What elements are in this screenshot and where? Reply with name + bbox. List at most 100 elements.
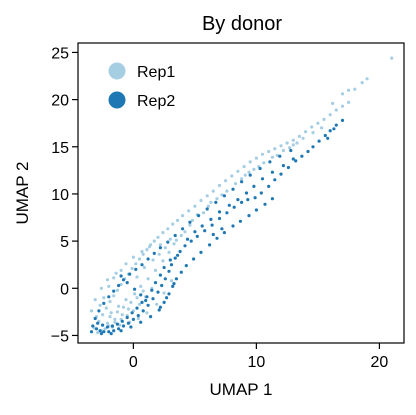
scatter-point-rep2-81 <box>192 257 196 261</box>
scatter-point-rep1-21 <box>176 218 180 222</box>
scatter-points <box>89 56 394 336</box>
scatter-point-rep1-119 <box>151 258 155 262</box>
scatter-point-rep1-111 <box>169 279 174 283</box>
scatter-point-rep2-139 <box>326 136 330 140</box>
scatter-point-rep2-86 <box>231 224 235 228</box>
y-tick-label: 5 <box>60 234 69 251</box>
scatter-point-rep1-85 <box>172 242 176 246</box>
scatter-point-rep2-62 <box>188 220 192 224</box>
scatter-point-rep1-117 <box>135 275 139 279</box>
scatter-point-rep1-11 <box>134 262 138 266</box>
scatter-point-rep2-97 <box>120 319 124 323</box>
scatter-point-rep2-103 <box>150 288 154 292</box>
scatter-point-rep2-8 <box>126 321 130 325</box>
scatter-point-rep2-102 <box>145 295 149 299</box>
x-axis-ticks: 0 10 20 <box>129 343 388 371</box>
x-tick-label: 20 <box>370 354 388 371</box>
scatter-point-rep2-137 <box>211 232 215 237</box>
scatter-point-rep1-140 <box>105 321 110 325</box>
scatter-point-rep2-109 <box>153 281 158 285</box>
scatter-point-rep2-17 <box>167 269 171 273</box>
scatter-point-rep1-16 <box>152 239 156 243</box>
scatter-point-rep1-98 <box>291 143 295 147</box>
scatter-point-rep1-109 <box>155 302 159 306</box>
scatter-point-rep2-64 <box>205 207 209 211</box>
scatter-point-rep1-96 <box>270 155 274 159</box>
scatter-point-rep1-33 <box>248 160 252 164</box>
scatter-point-rep2-138 <box>220 227 224 231</box>
scatter-point-rep2-131 <box>129 325 133 329</box>
scatter-point-rep2-20 <box>178 249 182 254</box>
scatter-point-rep2-11 <box>141 309 145 313</box>
scatter-point-rep1-129 <box>247 170 251 174</box>
scatter-point-rep2-78 <box>174 277 178 281</box>
scatter-point-rep2-67 <box>231 187 235 191</box>
scatter-point-rep1-17 <box>156 235 160 239</box>
scatter-point-rep1-87 <box>188 223 192 227</box>
scatter-point-rep1-30 <box>230 174 234 178</box>
scatter-point-rep2-100 <box>135 306 139 310</box>
scatter-point-rep1-113 <box>93 298 97 302</box>
scatter-point-rep1-66 <box>112 276 116 280</box>
scatter-point-rep1-99 <box>301 136 305 140</box>
scatter-point-rep1-29 <box>224 179 228 183</box>
scatter-point-rep1-28 <box>217 183 222 188</box>
scatter-point-rep2-106 <box>133 287 137 291</box>
scatter-point-rep1-80 <box>139 284 143 288</box>
scatter-point-rep2-134 <box>158 305 162 309</box>
scatter-point-rep2-35 <box>279 172 283 176</box>
scatter-point-rep1-2 <box>101 313 105 317</box>
scatter-point-rep1-51 <box>347 88 351 92</box>
scatter-point-rep2-6 <box>117 327 121 331</box>
scatter-point-rep2-41 <box>317 139 321 143</box>
scatter-point-rep1-35 <box>260 152 265 156</box>
scatter-point-rep2-27 <box>225 211 229 215</box>
scatter-point-rep2-10 <box>136 314 140 318</box>
scatter-point-rep2-105 <box>139 293 143 297</box>
scatter-point-rep1-75 <box>98 303 102 307</box>
scatter-point-rep2-108 <box>119 274 123 278</box>
scatter-point-rep2-7 <box>121 324 126 328</box>
scatter-point-rep2-92 <box>96 321 100 325</box>
scatter-point-rep2-121 <box>244 191 249 195</box>
scatter-point-rep2-99 <box>130 311 134 315</box>
scatter-point-rep2-75 <box>162 300 166 304</box>
y-axis-label: UMAP 2 <box>13 162 32 225</box>
scatter-point-rep2-112 <box>168 258 172 262</box>
scatter-point-rep2-60 <box>173 233 177 238</box>
y-tick-label: 15 <box>51 140 69 157</box>
scatter-point-rep1-84 <box>167 250 171 254</box>
scatter-point-rep1-91 <box>225 189 229 193</box>
scatter-point-rep2-65 <box>214 200 218 204</box>
scatter-point-rep1-132 <box>288 146 292 150</box>
scatter-point-rep2-93 <box>101 323 105 327</box>
scatter-point-rep1-71 <box>147 245 151 249</box>
scatter-point-rep2-51 <box>117 283 121 288</box>
scatter-point-rep1-90 <box>215 197 219 201</box>
scatter-point-rep2-79 <box>179 270 183 274</box>
scatter-point-rep2-96 <box>115 322 119 326</box>
scatter-point-rep2-84 <box>215 236 219 240</box>
scatter-point-rep1-126 <box>209 200 213 204</box>
scatter-point-rep2-34 <box>273 178 277 182</box>
scatter-point-rep2-70 <box>258 166 262 171</box>
scatter-point-rep1-102 <box>96 331 100 335</box>
scatter-point-rep1-123 <box>183 230 187 234</box>
scatter-point-rep1-41 <box>297 134 301 138</box>
scatter-point-rep2-49 <box>107 295 111 299</box>
legend-label-rep2: Rep2 <box>137 93 175 110</box>
scatter-point-rep1-131 <box>275 153 279 157</box>
scatter-point-rep2-12 <box>146 303 150 307</box>
scatter-point-rep1-121 <box>163 246 167 250</box>
scatter-point-rep1-24 <box>193 204 197 208</box>
scatter-point-rep1-100 <box>311 131 315 135</box>
scatter-point-rep2-22 <box>189 239 193 243</box>
scatter-point-rep2-130 <box>119 329 123 333</box>
scatter-point-rep2-104 <box>144 298 148 303</box>
scatter-point-rep1-135 <box>115 310 119 314</box>
plot-frame <box>77 42 405 344</box>
scatter-point-rep2-4 <box>107 330 111 334</box>
y-tick-label: 0 <box>60 281 69 298</box>
scatter-point-rep1-70 <box>140 249 144 254</box>
scatter-point-rep2-3 <box>102 330 106 334</box>
